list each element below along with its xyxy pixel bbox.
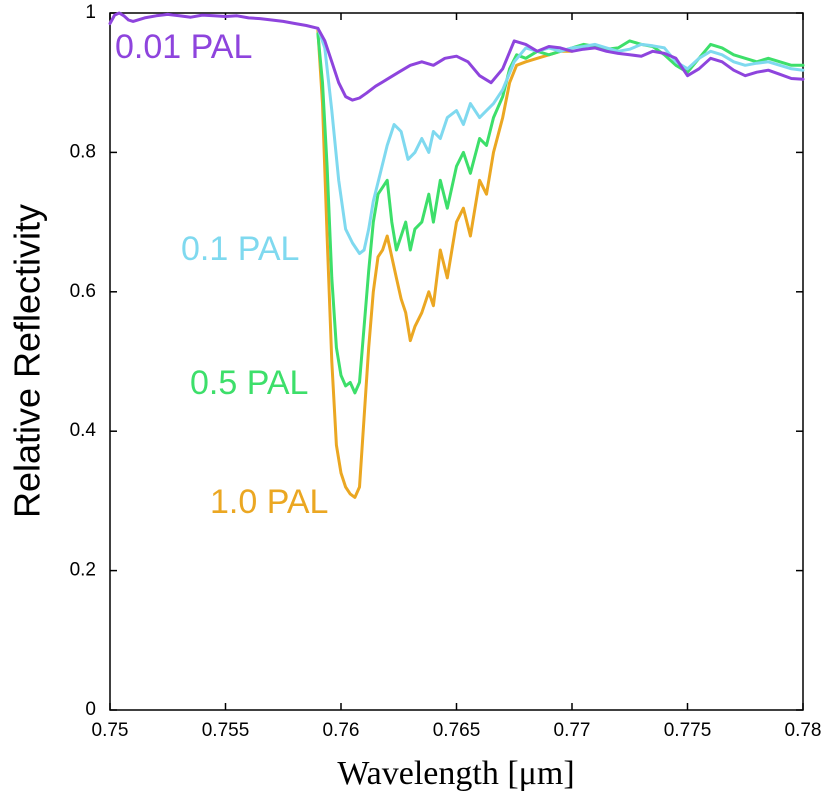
x-tick-label: 0.755 [202, 720, 250, 741]
series-lines [108, 11, 805, 499]
series-line-1-0-pal [316, 28, 574, 499]
x-tick-label: 0.765 [433, 720, 481, 741]
y-tick-label: 0 [85, 699, 96, 720]
y-tick-label: 0.4 [70, 420, 97, 441]
plot-frame [109, 12, 804, 711]
y-tick-label: 0.8 [70, 141, 96, 162]
x-axis-label: Wavelength [μm] [337, 755, 574, 792]
series-label-1-0-pal: 1.0 PAL [210, 483, 328, 521]
y-tick-label: 0.6 [70, 281, 96, 302]
x-tick-label: 0.78 [785, 720, 822, 741]
series-line-0-5-pal [316, 32, 805, 395]
axis-tick-labels: 0.75 0.755 0.76 0.765 0.77 0.775 0.78 0 0.2 0.4 0.… [70, 2, 822, 741]
y-axis-label: Relative Reflectivity [7, 204, 48, 518]
x-tick-label: 0.775 [664, 720, 712, 741]
series-line-0-1-pal [316, 26, 805, 255]
series-label-0-1-pal: 0.1 PAL [181, 230, 299, 268]
series-label-0-5-pal: 0.5 PAL [190, 364, 308, 402]
series-label-0-01-pal: 0.01 PAL [115, 28, 252, 66]
y-tick-label: 1 [85, 2, 96, 23]
x-tick-label: 0.75 [92, 720, 129, 741]
x-tick-label: 0.76 [323, 720, 360, 741]
x-tick-label: 0.77 [554, 720, 591, 741]
series-line-0-01-pal [108, 11, 805, 102]
y-tick-label: 0.2 [70, 560, 96, 581]
axis-ticks [109, 12, 804, 711]
